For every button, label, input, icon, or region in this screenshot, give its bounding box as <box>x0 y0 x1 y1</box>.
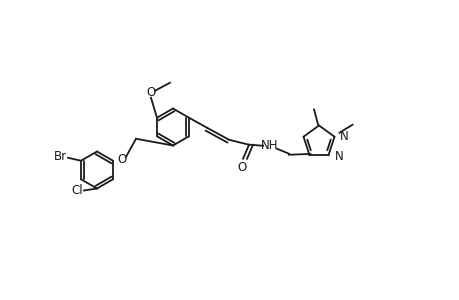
Text: O: O <box>117 153 126 166</box>
Text: N: N <box>339 130 347 143</box>
Text: N: N <box>334 150 342 164</box>
Text: Cl: Cl <box>71 184 83 197</box>
Text: O: O <box>146 86 155 99</box>
Text: NH: NH <box>261 139 278 152</box>
Text: O: O <box>237 161 246 174</box>
Text: Br: Br <box>54 150 67 163</box>
